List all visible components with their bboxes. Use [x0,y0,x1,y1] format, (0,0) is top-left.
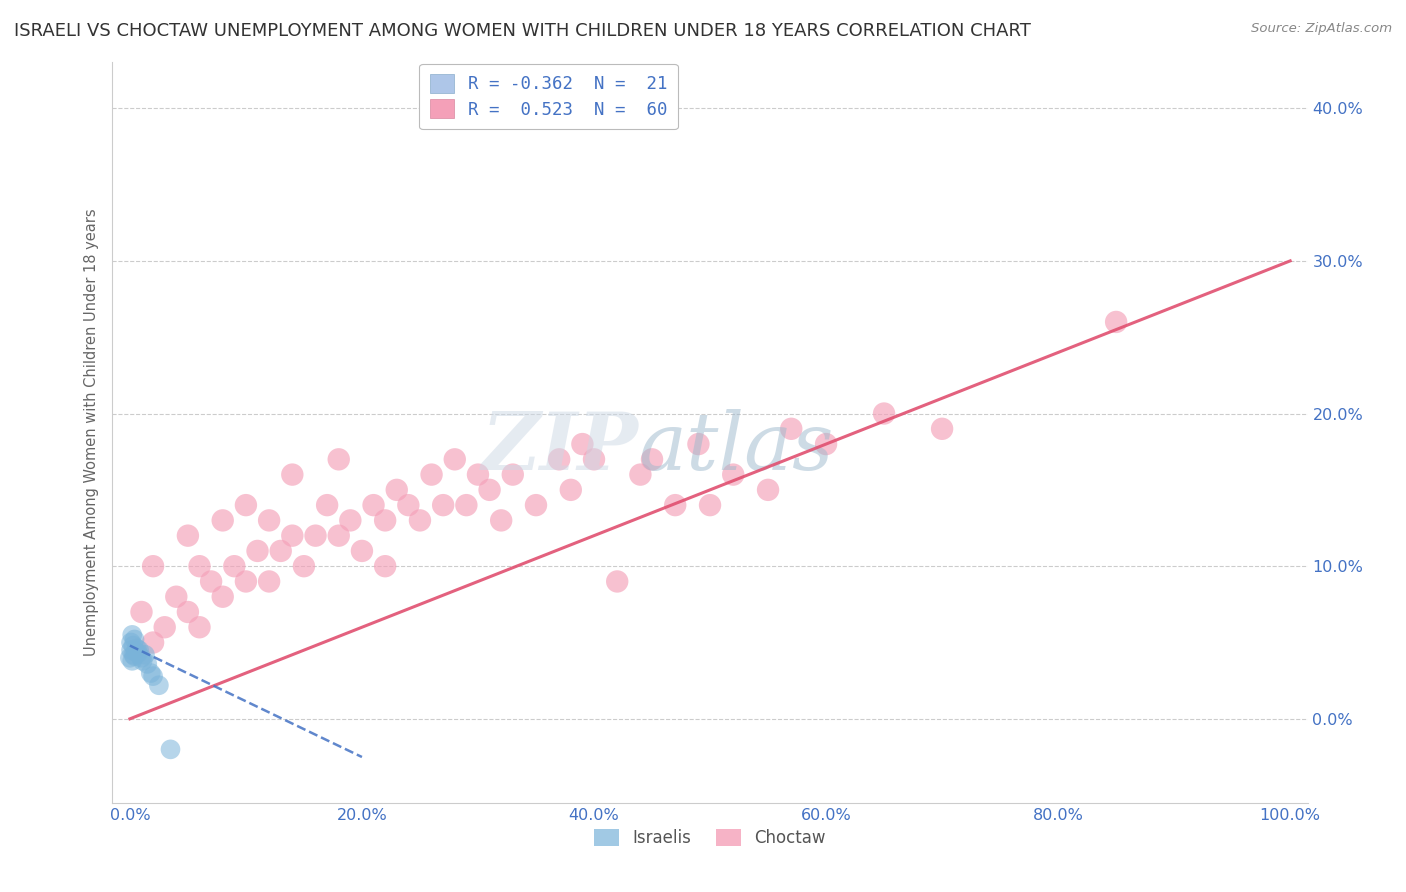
Point [139,666,162,681]
Point [235,498,257,512]
Point [211,513,233,527]
Point [142,559,165,574]
Point [257,574,280,589]
Point [292,559,315,574]
Point [125,645,148,659]
Point [131,650,153,665]
Point [478,483,501,497]
Point [120,643,142,657]
Point [723,467,745,482]
Y-axis label: Unemployment Among Women with Children Under 18 years: Unemployment Among Women with Children U… [84,209,100,657]
Point [328,452,350,467]
Point [316,498,339,512]
Point [688,437,710,451]
Point [281,529,304,543]
Point [467,467,489,482]
Point [560,483,582,497]
Point [159,742,181,756]
Point [270,544,292,558]
Point [396,498,419,512]
Point [931,422,953,436]
Point [815,437,838,451]
Point [124,649,146,664]
Point [432,498,454,512]
Point [118,650,141,665]
Point [628,467,651,482]
Point [136,657,159,671]
Point [420,467,443,482]
Point [502,467,524,482]
Point [756,483,779,497]
Point [385,483,408,497]
Point [120,635,142,649]
Point [153,620,176,634]
Point [257,513,280,527]
Point [128,643,150,657]
Point [548,452,571,467]
Point [328,529,350,543]
Point [134,648,156,662]
Point [489,513,512,527]
Point [606,574,628,589]
Point [1105,315,1128,329]
Point [127,646,149,660]
Point [524,498,547,512]
Point [148,678,170,692]
Point [571,437,593,451]
Point [873,407,896,421]
Point [165,590,187,604]
Point [304,529,326,543]
Point [224,559,246,574]
Point [699,498,721,512]
Point [177,605,200,619]
Point [124,632,146,647]
Point [374,559,396,574]
Point [443,452,465,467]
Point [339,513,361,527]
Point [281,467,304,482]
Point [235,574,257,589]
Point [142,669,165,683]
Point [409,513,432,527]
Point [122,639,145,653]
Point [142,635,165,649]
Point [641,452,664,467]
Text: atlas: atlas [638,409,834,486]
Point [121,654,143,668]
Point [122,648,145,662]
Point [582,452,605,467]
Point [177,529,200,543]
Point [363,498,385,512]
Point [350,544,373,558]
Point [780,422,803,436]
Text: ZIP: ZIP [481,409,638,486]
Point [456,498,478,512]
Point [374,513,396,527]
Point [246,544,269,558]
Point [188,620,211,634]
Point [188,559,211,574]
Point [200,574,222,589]
Point [131,654,153,668]
Point [125,641,148,656]
Point [131,605,153,619]
Point [121,628,143,642]
Text: Source: ZipAtlas.com: Source: ZipAtlas.com [1251,22,1392,36]
Point [664,498,686,512]
Point [211,590,233,604]
Legend: Israelis, Choctaw: Israelis, Choctaw [588,822,832,854]
Text: ISRAELI VS CHOCTAW UNEMPLOYMENT AMONG WOMEN WITH CHILDREN UNDER 18 YEARS CORRELA: ISRAELI VS CHOCTAW UNEMPLOYMENT AMONG WO… [14,22,1031,40]
